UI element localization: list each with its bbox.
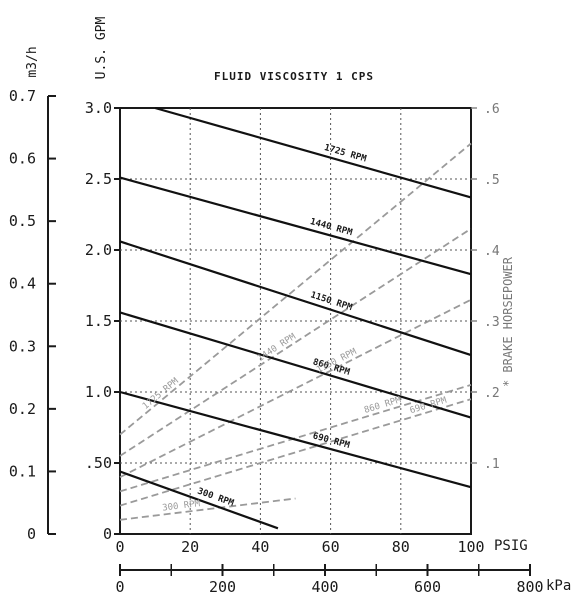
horsepower-series — [119, 142, 472, 521]
flow-line — [154, 106, 472, 199]
hp-line — [119, 497, 296, 521]
flow-line — [119, 470, 279, 530]
flow-series-label: 690 RPM — [312, 431, 352, 451]
hp-tick-label: .6 — [484, 102, 500, 117]
m3h-tick-label: 0 — [27, 525, 36, 543]
kpa-tick-label: 600 — [414, 578, 441, 596]
flow-line — [119, 390, 472, 489]
m3h-tick-label: 0.4 — [9, 275, 36, 293]
hp-line — [119, 142, 472, 436]
axis-ticks — [48, 95, 531, 576]
kpa-axis-label: kPa — [546, 578, 571, 594]
kpa-tick-label: 0 — [115, 578, 124, 596]
m3h-tick-label: 0.3 — [9, 337, 36, 355]
hp-line — [119, 384, 472, 493]
x-tick-label: 40 — [251, 538, 269, 556]
kpa-tick-label: 400 — [311, 578, 338, 596]
m3h-tick-label: 0.1 — [9, 462, 36, 480]
flow-line — [119, 311, 472, 419]
y2-axis-label: * BRAKE HORSEPOWER — [501, 256, 515, 387]
x-tick-label: 60 — [322, 538, 340, 556]
x-tick-label: 20 — [181, 538, 199, 556]
flow-series — [119, 106, 472, 530]
m3h-tick-label: 0.7 — [9, 87, 36, 105]
y-tick-label: 2.0 — [85, 241, 112, 259]
hp-tick-label: .4 — [484, 244, 500, 259]
hp-tick-label: .5 — [484, 173, 500, 188]
chart-title: FLUID VISCOSITY 1 CPS — [214, 70, 374, 83]
flow-line — [119, 240, 472, 357]
x-tick-label: 0 — [115, 538, 124, 556]
hp-tick-label: .2 — [484, 386, 500, 401]
x-tick-label: 100 — [457, 538, 484, 556]
m3h-tick-label: 0.5 — [9, 212, 36, 230]
y-tick-label: 2.5 — [85, 170, 112, 188]
tick-labels: 0 20 40 60 80 1000.501.01.52.02.53.000.10.20.… — [9, 87, 544, 596]
m3h-tick-label: 0.2 — [9, 400, 36, 418]
y-tick-label: 1.5 — [85, 312, 112, 330]
y-axis-label: U.S. GPM — [94, 17, 109, 80]
flow-line — [119, 176, 472, 276]
hp-tick-label: .1 — [484, 457, 500, 472]
kpa-tick-label: 800 — [516, 578, 543, 596]
y-tick-label: 0 — [103, 525, 112, 543]
hp-line — [119, 398, 472, 507]
hp-series-label: 300 RPM — [162, 499, 201, 514]
x-axis-label: PSIG — [494, 538, 528, 554]
hp-series-label: 860 RPM — [363, 395, 403, 416]
hp-tick-label: .3 — [484, 315, 500, 330]
x-tick-label: 80 — [392, 538, 410, 556]
y-tick-label: 3.0 — [85, 99, 112, 117]
y-tick-label: .50 — [85, 454, 112, 472]
hp-line — [119, 227, 472, 457]
y-tick-label: 1.0 — [85, 383, 112, 401]
grid-lines — [120, 108, 471, 534]
m3h-axis-label: m3/h — [25, 46, 40, 77]
kpa-tick-label: 200 — [209, 578, 236, 596]
m3h-tick-label: 0.6 — [9, 150, 36, 168]
